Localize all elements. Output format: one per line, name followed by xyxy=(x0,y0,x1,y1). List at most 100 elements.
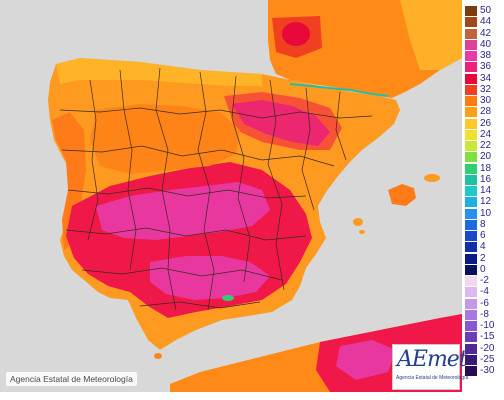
legend-swatch xyxy=(465,17,477,27)
legend-label: 0 xyxy=(480,264,486,275)
legend-swatch xyxy=(465,276,477,286)
legend-entry: -25 xyxy=(465,355,504,365)
legend-entry: 50 xyxy=(465,6,504,16)
legend-entry: 10 xyxy=(465,209,504,219)
legend-entry: -20 xyxy=(465,344,504,354)
map-canvas xyxy=(0,0,462,392)
legend-label: -15 xyxy=(480,331,494,342)
copyright-notice: Agencia Estatal de Meteorología xyxy=(6,372,137,386)
legend-entry: 22 xyxy=(465,141,504,151)
legend-label: 28 xyxy=(480,106,491,117)
gibraltar xyxy=(154,353,162,359)
legend-swatch xyxy=(465,209,477,219)
legend-entry: 30 xyxy=(465,96,504,106)
legend-swatch xyxy=(465,51,477,61)
legend-label: 14 xyxy=(480,185,491,196)
legend-swatch xyxy=(465,254,477,264)
legend-swatch xyxy=(465,6,477,16)
legend-label: 8 xyxy=(480,219,486,230)
legend-swatch xyxy=(465,119,477,129)
aemet-logo: AEmet Agencia Estatal de Meteorología xyxy=(392,344,460,390)
legend-entry: 0 xyxy=(465,265,504,275)
temperature-map xyxy=(0,0,462,392)
legend-entry: 28 xyxy=(465,107,504,117)
legend-swatch xyxy=(465,85,477,95)
legend-entry: 4 xyxy=(465,242,504,252)
legend-swatch xyxy=(465,141,477,151)
legend-entry: 12 xyxy=(465,197,504,207)
color-legend: 50 44 42 40 38 36 34 32 30 28 26 24 22 20 18 16 14 12 10 8 6… xyxy=(465,0,504,392)
legend-entry: 44 xyxy=(465,17,504,27)
legend-label: 34 xyxy=(480,73,491,84)
menorca xyxy=(424,174,440,182)
legend-label: 2 xyxy=(480,253,486,264)
legend-label: 16 xyxy=(480,174,491,185)
legend-swatch xyxy=(465,332,477,342)
legend-swatch xyxy=(465,164,477,174)
legend-swatch xyxy=(465,310,477,320)
legend-entry: -6 xyxy=(465,299,504,309)
legend-swatch xyxy=(465,366,477,376)
legend-label: -25 xyxy=(480,354,494,365)
legend-swatch xyxy=(465,40,477,50)
legend-entry: -2 xyxy=(465,276,504,286)
legend-entry: 24 xyxy=(465,130,504,140)
legend-entry: 40 xyxy=(465,40,504,50)
legend-swatch xyxy=(465,29,477,39)
legend-label: -20 xyxy=(480,343,494,354)
legend-label: 50 xyxy=(480,5,491,16)
legend-swatch xyxy=(465,344,477,354)
legend-entry: 36 xyxy=(465,62,504,72)
ibiza xyxy=(353,218,363,226)
legend-entry: 34 xyxy=(465,74,504,84)
legend-swatch xyxy=(465,197,477,207)
legend-swatch xyxy=(465,299,477,309)
legend-swatch xyxy=(465,62,477,72)
legend-label: 36 xyxy=(480,61,491,72)
logo-text: AEmet xyxy=(397,347,467,373)
legend-label: 30 xyxy=(480,95,491,106)
legend-entry: 20 xyxy=(465,152,504,162)
legend-entry: -8 xyxy=(465,310,504,320)
legend-swatch xyxy=(465,355,477,365)
legend-entry: 42 xyxy=(465,29,504,39)
legend-entry: -4 xyxy=(465,287,504,297)
legend-swatch xyxy=(465,265,477,275)
legend-swatch xyxy=(465,107,477,117)
legend-swatch xyxy=(465,96,477,106)
legend-swatch xyxy=(465,220,477,230)
legend-entry: 2 xyxy=(465,254,504,264)
legend-label: 42 xyxy=(480,28,491,39)
legend-swatch xyxy=(465,130,477,140)
legend-entry: 38 xyxy=(465,51,504,61)
legend-label: -30 xyxy=(480,365,494,376)
legend-swatch xyxy=(465,287,477,297)
legend-label: -10 xyxy=(480,320,494,331)
legend-label: 18 xyxy=(480,163,491,174)
legend-label: 44 xyxy=(480,16,491,27)
legend-swatch xyxy=(465,186,477,196)
legend-label: 20 xyxy=(480,151,491,162)
legend-swatch xyxy=(465,321,477,331)
legend-label: 32 xyxy=(480,84,491,95)
legend-entry: -30 xyxy=(465,366,504,376)
legend-swatch xyxy=(465,242,477,252)
legend-label: 6 xyxy=(480,230,486,241)
legend-entry: 32 xyxy=(465,85,504,95)
copyright-text: Agencia Estatal de Meteorología xyxy=(10,374,133,384)
legend-label: -8 xyxy=(480,309,489,320)
legend-label: 38 xyxy=(480,50,491,61)
legend-entry: -10 xyxy=(465,321,504,331)
legend-label: -2 xyxy=(480,275,489,286)
legend-entry: 26 xyxy=(465,119,504,129)
legend-swatch xyxy=(465,152,477,162)
legend-entry: 16 xyxy=(465,175,504,185)
legend-entry: 18 xyxy=(465,164,504,174)
legend-label: 10 xyxy=(480,208,491,219)
france-hotspot xyxy=(282,22,310,46)
logo-subtitle: Agencia Estatal de Meteorología xyxy=(396,375,456,381)
legend-label: 26 xyxy=(480,118,491,129)
legend-label: -6 xyxy=(480,298,489,309)
legend-swatch xyxy=(465,74,477,84)
legend-label: 24 xyxy=(480,129,491,140)
